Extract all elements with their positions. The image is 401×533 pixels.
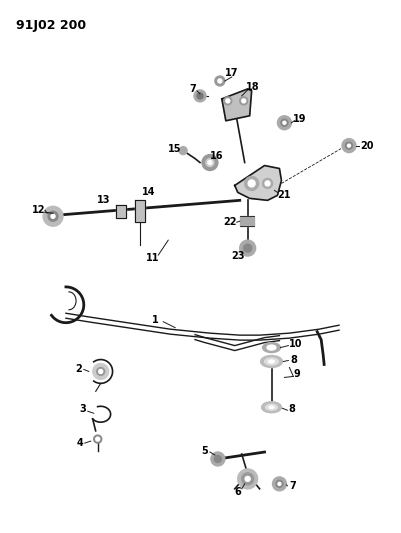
Circle shape xyxy=(97,367,105,375)
Circle shape xyxy=(224,97,232,105)
Polygon shape xyxy=(222,89,252,121)
Circle shape xyxy=(197,93,203,99)
Ellipse shape xyxy=(265,358,278,365)
Text: 13: 13 xyxy=(97,196,110,205)
Text: 7: 7 xyxy=(289,481,296,491)
Text: 22: 22 xyxy=(223,217,237,227)
Circle shape xyxy=(276,480,283,487)
Circle shape xyxy=(194,90,206,102)
Text: 18: 18 xyxy=(246,82,259,92)
Text: 16: 16 xyxy=(210,151,224,160)
Circle shape xyxy=(48,211,58,221)
Circle shape xyxy=(179,147,187,155)
Circle shape xyxy=(245,176,259,190)
Circle shape xyxy=(240,240,255,256)
Text: 8: 8 xyxy=(290,354,297,365)
Text: 17: 17 xyxy=(225,68,239,78)
Circle shape xyxy=(263,179,273,188)
Text: 91J02 200: 91J02 200 xyxy=(16,19,86,33)
Ellipse shape xyxy=(269,360,274,363)
Ellipse shape xyxy=(267,345,276,350)
Text: 12: 12 xyxy=(32,205,46,215)
Text: 2: 2 xyxy=(75,365,82,375)
Circle shape xyxy=(215,76,225,86)
Circle shape xyxy=(99,369,103,374)
Text: 15: 15 xyxy=(168,143,182,154)
Ellipse shape xyxy=(263,343,280,352)
Circle shape xyxy=(51,214,55,218)
Polygon shape xyxy=(235,166,282,200)
Circle shape xyxy=(342,139,356,152)
Text: 23: 23 xyxy=(231,251,245,261)
Circle shape xyxy=(226,99,230,103)
Ellipse shape xyxy=(261,356,282,367)
Circle shape xyxy=(277,116,292,130)
Circle shape xyxy=(273,477,286,491)
Text: 8: 8 xyxy=(288,404,295,414)
Text: 4: 4 xyxy=(77,438,83,448)
Circle shape xyxy=(240,97,248,105)
Text: 19: 19 xyxy=(293,114,306,124)
Circle shape xyxy=(218,79,222,83)
Text: 7: 7 xyxy=(190,84,196,94)
Circle shape xyxy=(215,456,221,463)
Polygon shape xyxy=(136,200,146,222)
Circle shape xyxy=(238,469,257,489)
Circle shape xyxy=(43,206,63,226)
Text: 20: 20 xyxy=(360,141,374,151)
Text: 6: 6 xyxy=(234,487,241,497)
Circle shape xyxy=(96,437,100,441)
Text: 3: 3 xyxy=(79,404,86,414)
Circle shape xyxy=(242,99,246,103)
Polygon shape xyxy=(115,205,126,218)
Circle shape xyxy=(244,244,252,252)
Ellipse shape xyxy=(261,402,282,413)
Text: 21: 21 xyxy=(277,190,291,200)
Circle shape xyxy=(211,452,225,466)
Circle shape xyxy=(248,180,255,187)
Text: 5: 5 xyxy=(202,446,209,456)
Ellipse shape xyxy=(265,404,277,410)
Circle shape xyxy=(93,364,109,379)
Ellipse shape xyxy=(269,406,274,408)
Text: 10: 10 xyxy=(289,338,302,349)
Circle shape xyxy=(265,181,270,186)
Text: 11: 11 xyxy=(146,253,159,263)
Circle shape xyxy=(245,477,250,481)
FancyBboxPatch shape xyxy=(240,216,253,226)
Circle shape xyxy=(242,473,253,485)
Circle shape xyxy=(348,144,350,147)
Text: 9: 9 xyxy=(294,369,301,379)
Text: 1: 1 xyxy=(152,314,159,325)
Circle shape xyxy=(283,122,286,124)
Circle shape xyxy=(94,435,102,443)
Circle shape xyxy=(208,160,212,165)
Circle shape xyxy=(206,158,214,166)
Circle shape xyxy=(202,155,218,171)
Circle shape xyxy=(278,482,281,486)
Circle shape xyxy=(346,142,352,149)
Text: 14: 14 xyxy=(142,188,155,197)
Circle shape xyxy=(281,119,288,126)
